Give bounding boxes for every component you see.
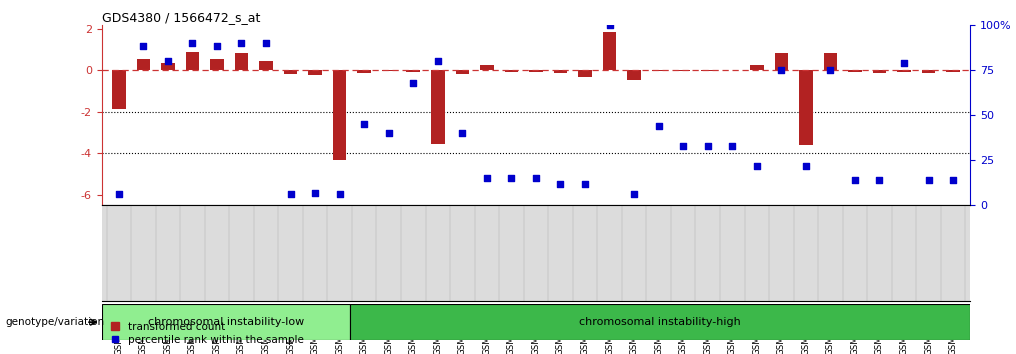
Legend: transformed count, percentile rank within the sample: transformed count, percentile rank withi…	[107, 317, 308, 349]
Point	[405, 80, 422, 85]
Point	[553, 181, 569, 187]
Point	[209, 44, 226, 49]
Bar	[333, 70, 346, 160]
Bar	[382, 70, 395, 72]
Point	[160, 58, 176, 64]
Point	[430, 58, 446, 64]
Point	[381, 130, 397, 136]
Point	[331, 192, 347, 197]
Point	[822, 67, 838, 73]
Bar	[350, 304, 970, 340]
Point	[601, 22, 618, 28]
Point	[872, 177, 888, 183]
Point	[356, 121, 372, 127]
Bar	[283, 70, 298, 74]
Bar	[259, 61, 272, 70]
Bar	[652, 70, 665, 71]
Point	[896, 60, 912, 65]
Bar	[922, 70, 936, 73]
Bar	[186, 52, 199, 70]
Bar	[701, 70, 714, 71]
Bar	[824, 53, 837, 70]
Bar	[529, 70, 543, 72]
Bar	[677, 70, 690, 71]
Point	[503, 175, 519, 181]
Bar	[431, 70, 445, 144]
Bar	[602, 32, 617, 70]
Bar	[406, 70, 420, 72]
Bar	[848, 70, 862, 72]
Bar	[800, 70, 813, 145]
Text: chromosomal instability-high: chromosomal instability-high	[579, 317, 741, 327]
Bar	[897, 70, 910, 72]
Bar	[112, 70, 126, 109]
Point	[846, 177, 863, 183]
Point	[920, 177, 937, 183]
Text: chromosomal instability-low: chromosomal instability-low	[147, 317, 304, 327]
Point	[479, 175, 495, 181]
Point	[577, 181, 593, 187]
Point	[798, 163, 814, 169]
Bar	[774, 53, 788, 70]
Bar	[554, 70, 567, 73]
Text: genotype/variation: genotype/variation	[5, 317, 105, 327]
Bar	[946, 70, 960, 72]
Bar	[750, 65, 764, 70]
Point	[258, 40, 274, 46]
Point	[945, 177, 961, 183]
Point	[700, 143, 716, 149]
Bar	[481, 65, 494, 70]
Point	[675, 143, 691, 149]
Point	[234, 40, 250, 46]
Bar	[102, 304, 350, 340]
Bar	[358, 70, 371, 73]
Bar	[578, 70, 591, 77]
Bar	[455, 70, 469, 74]
Bar	[308, 70, 322, 75]
Bar	[136, 59, 150, 70]
Point	[626, 192, 642, 197]
Point	[650, 123, 666, 129]
Point	[528, 175, 545, 181]
Bar	[627, 70, 641, 80]
Point	[773, 67, 789, 73]
Point	[184, 40, 200, 46]
Bar	[210, 59, 224, 70]
Bar	[235, 53, 248, 70]
Point	[724, 143, 741, 149]
Bar	[873, 70, 886, 73]
Text: GDS4380 / 1566472_s_at: GDS4380 / 1566472_s_at	[102, 11, 260, 24]
Point	[749, 163, 765, 169]
Point	[307, 190, 323, 195]
Bar	[162, 63, 175, 70]
Point	[282, 192, 299, 197]
Point	[135, 44, 151, 49]
Bar	[505, 70, 518, 72]
Point	[111, 192, 127, 197]
Point	[454, 130, 470, 136]
